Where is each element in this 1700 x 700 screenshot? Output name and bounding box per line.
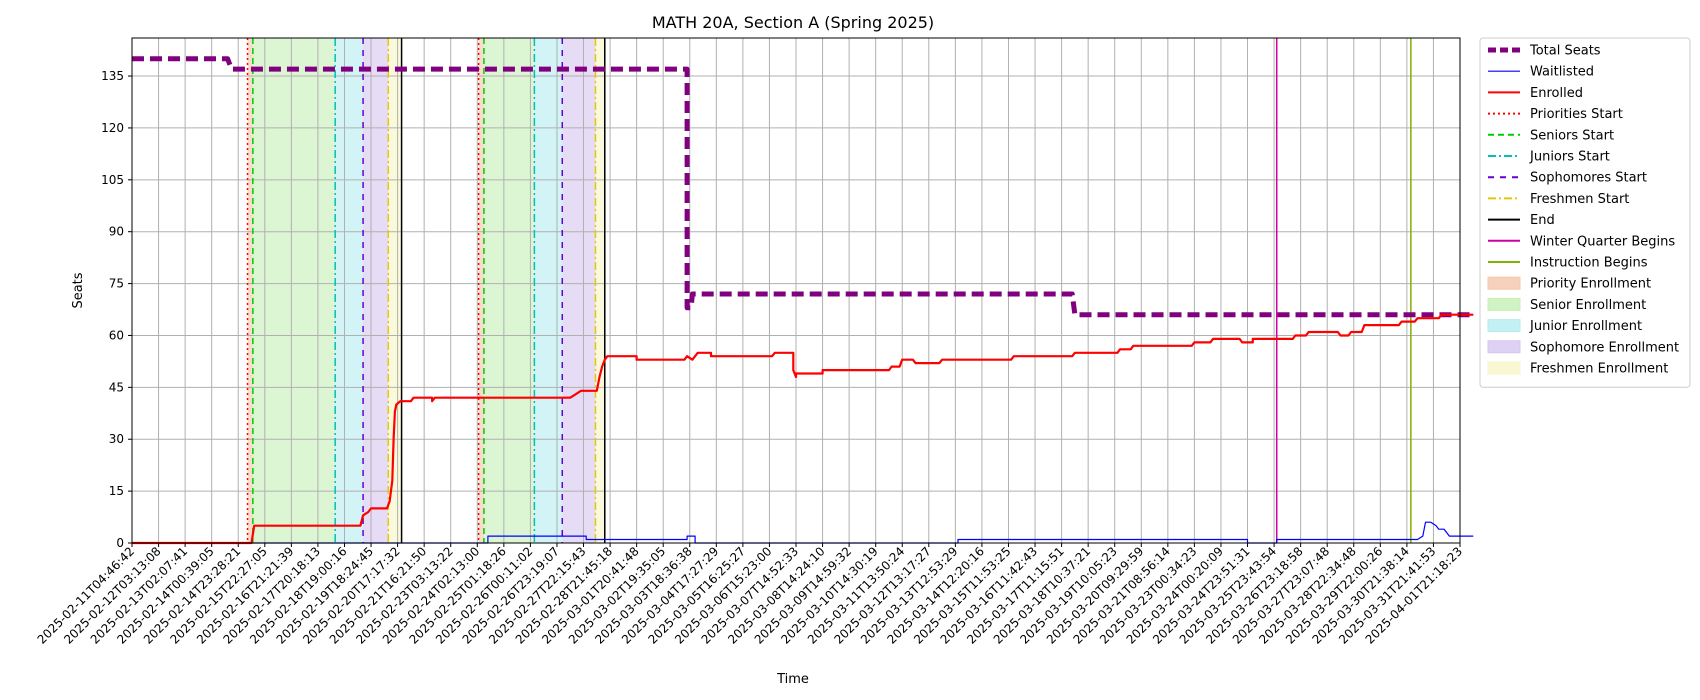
legend-swatch-12 — [1487, 297, 1521, 311]
x-axis-label: Time — [776, 672, 809, 687]
legend-label-3: Priorities Start — [1530, 107, 1623, 122]
legend-label-6: Sophomores Start — [1530, 171, 1647, 186]
shaded-region-2-0 — [335, 38, 364, 543]
shaded-region-3-0 — [363, 38, 389, 543]
y-tick-label-3: 45 — [109, 380, 124, 394]
y-tick-label-7: 105 — [101, 173, 124, 187]
y-tick-label-6: 90 — [109, 225, 124, 239]
legend-swatch-15 — [1487, 361, 1521, 375]
shaded-region-3-1 — [562, 38, 596, 543]
legend-label-9: Winter Quarter Begins — [1530, 234, 1675, 249]
series-line-0 — [132, 56, 1474, 318]
shaded-region-4-1 — [595, 38, 605, 543]
y-tick-label-2: 30 — [109, 432, 124, 446]
y-axis-label: Seats — [71, 272, 86, 308]
shaded-region-4-0 — [388, 38, 402, 543]
y-tick-label-9: 135 — [101, 69, 124, 83]
legend-box — [1479, 37, 1691, 388]
legend-label-7: Freshmen Start — [1530, 192, 1629, 207]
legend-swatch-13 — [1487, 319, 1521, 333]
legend-swatch-14 — [1487, 340, 1521, 354]
shaded-region-0-1 — [478, 38, 484, 543]
shaded-region-1-0 — [252, 38, 336, 543]
legend-label-10: Instruction Begins — [1530, 256, 1648, 271]
shaded-region-1-1 — [483, 38, 535, 543]
legend-label-14: Sophomore Enrollment — [1530, 340, 1679, 355]
shaded-region-2-1 — [534, 38, 563, 543]
y-tick-label-4: 60 — [109, 328, 124, 342]
chart-title: MATH 20A, Section A (Spring 2025) — [652, 13, 934, 32]
legend-label-5: Juniors Start — [1529, 150, 1610, 165]
legend-label-12: Senior Enrollment — [1530, 298, 1646, 313]
shaded-region-0-0 — [247, 38, 253, 543]
y-tick-label-0: 0 — [116, 536, 124, 550]
legend-label-4: Seniors Start — [1530, 128, 1614, 143]
y-tick-label-5: 75 — [109, 277, 124, 291]
y-tick-label-1: 15 — [109, 484, 124, 498]
legend-label-11: Priority Enrollment — [1530, 277, 1651, 292]
legend-label-13: Junior Enrollment — [1529, 319, 1642, 334]
legend-swatch-11 — [1487, 276, 1521, 290]
legend-label-8: End — [1530, 213, 1555, 228]
legend-label-15: Freshmen Enrollment — [1530, 362, 1668, 377]
legend-label-2: Enrolled — [1530, 86, 1583, 101]
legend-label-0: Total Seats — [1529, 44, 1601, 59]
series-line-2 — [132, 313, 1474, 545]
legend-label-1: Waitlisted — [1530, 65, 1594, 80]
y-tick-label-8: 120 — [101, 121, 124, 135]
